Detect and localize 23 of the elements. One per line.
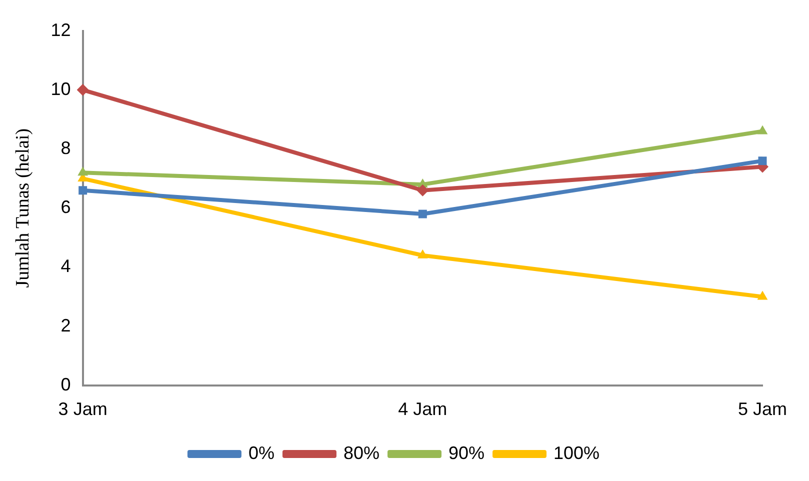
legend-label: 80% — [343, 442, 380, 463]
legend-label: 100% — [554, 442, 600, 463]
point — [757, 125, 768, 134]
legend-label: 0% — [248, 442, 274, 463]
legend-label: 90% — [448, 442, 485, 463]
y-tick-label: 12 — [50, 20, 71, 40]
x-tick-label: 4 Jam — [398, 399, 448, 420]
x-tick-label: 5 Jam — [738, 399, 788, 420]
point — [78, 186, 88, 195]
point — [418, 210, 427, 218]
y-tick-label: 6 — [60, 197, 71, 218]
y-tick-label: 4 — [60, 256, 71, 276]
point — [417, 249, 428, 258]
point — [76, 84, 89, 96]
y-tick-label: 0 — [60, 374, 71, 394]
point — [758, 156, 767, 166]
y-tick-label: 8 — [60, 138, 71, 158]
point — [78, 166, 88, 176]
y-tick-label: 2 — [60, 315, 71, 336]
y-axis-title: Jumlah Tunas (helai) — [12, 128, 34, 288]
x-tick-label: 3 Jam — [58, 399, 108, 420]
point — [757, 290, 768, 300]
y-tick-label: 10 — [50, 78, 71, 99]
